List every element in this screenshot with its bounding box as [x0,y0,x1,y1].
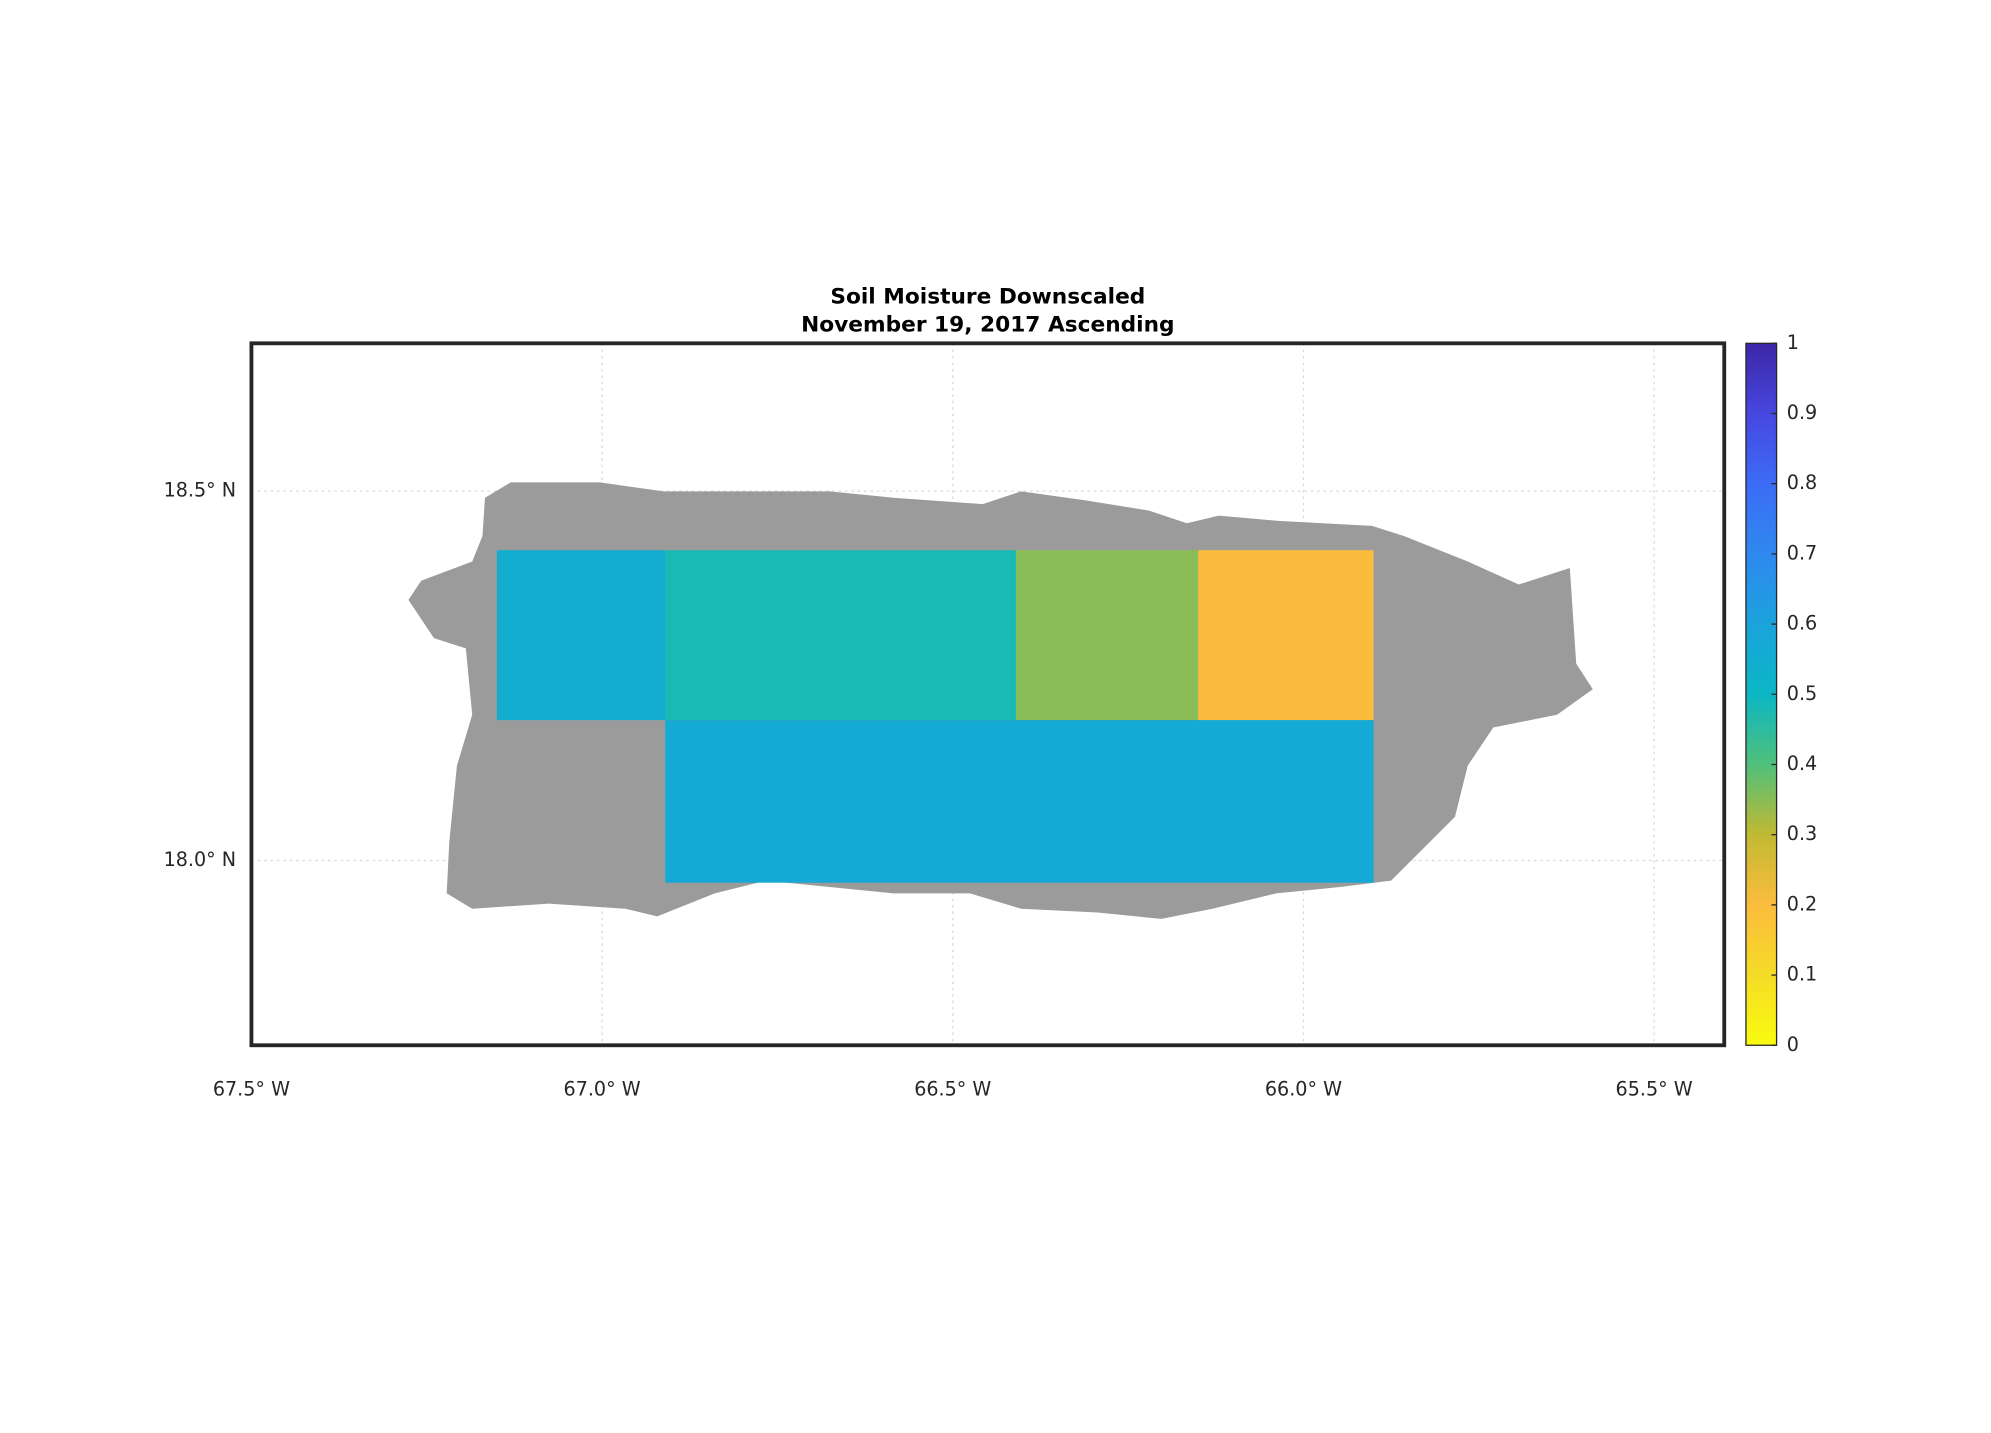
chart-title: Soil Moisture Downscaled [830,284,1145,309]
soil-moisture-tile [1198,550,1374,721]
soil-moisture-tile [1015,550,1199,721]
colorbar-tick-label: 0.5 [1787,682,1817,705]
x-tick-label: 67.5° W [213,1077,290,1100]
x-tick-label: 66.0° W [1265,1077,1342,1100]
soil-moisture-tile [665,720,1374,883]
tiles [496,550,1374,883]
chart-subtitle: November 19, 2017 Ascending [801,312,1174,337]
x-tick-label: 65.5° W [1616,1077,1693,1100]
colorbar-tick-label: 0.1 [1787,963,1817,986]
colorbar-tick-label: 0.6 [1787,612,1817,635]
colorbar-tick-label: 0.4 [1787,752,1817,775]
y-tick-label: 18.0° N [164,848,237,871]
axes-box [249,341,1727,1048]
x-tick-label: 66.5° W [914,1077,991,1100]
soil-moisture-tile [665,550,1016,721]
colorbar-tick-label: 0.2 [1787,892,1817,915]
colorbar-tick-label: 0.7 [1787,541,1817,564]
soil-moisture-tile [496,550,666,721]
colorbar-tick-label: 0.8 [1787,471,1817,494]
colorbar-tick-label: 0 [1787,1033,1799,1056]
colorbar-tick-label: 0.3 [1787,822,1817,845]
colorbar-tick-label: 0.9 [1787,401,1817,424]
y-tick-label: 18.5° N [164,479,237,502]
colorbar-tick-label: 1 [1787,331,1799,354]
x-tick-label: 67.0° W [564,1077,641,1100]
